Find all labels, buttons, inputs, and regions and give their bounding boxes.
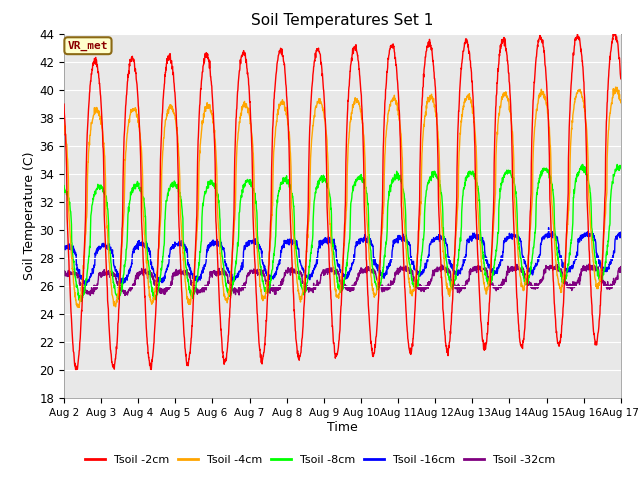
Text: VR_met: VR_met bbox=[68, 41, 108, 51]
X-axis label: Time: Time bbox=[327, 421, 358, 434]
Title: Soil Temperatures Set 1: Soil Temperatures Set 1 bbox=[252, 13, 433, 28]
Y-axis label: Soil Temperature (C): Soil Temperature (C) bbox=[24, 152, 36, 280]
Legend: Tsoil -2cm, Tsoil -4cm, Tsoil -8cm, Tsoil -16cm, Tsoil -32cm: Tsoil -2cm, Tsoil -4cm, Tsoil -8cm, Tsoi… bbox=[81, 451, 559, 469]
